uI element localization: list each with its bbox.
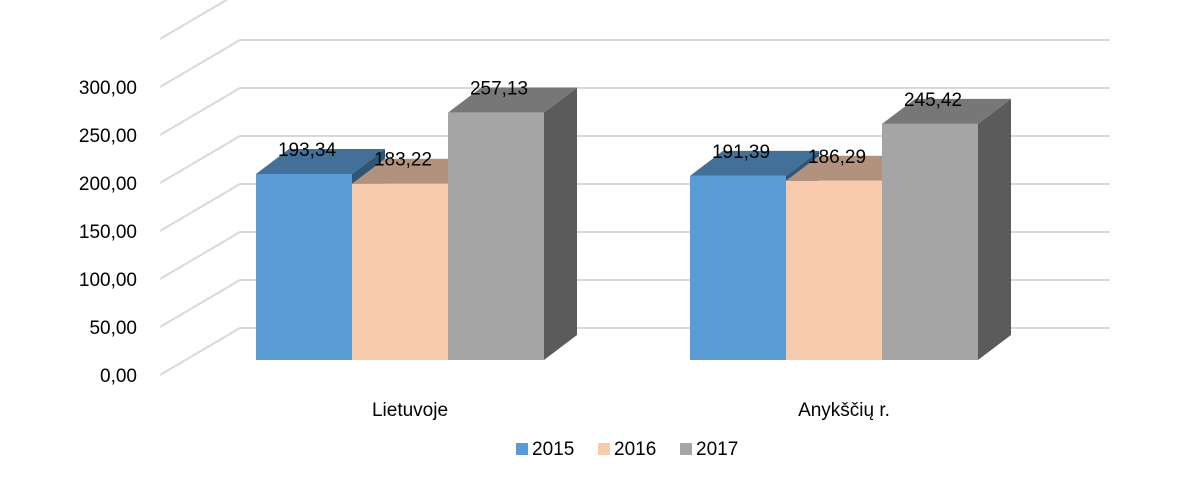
y-tick-label: 250,00 (79, 126, 137, 147)
x-category-label: Lietuvoje (372, 400, 448, 421)
data-label: 257,13 (470, 79, 528, 100)
data-label: 191,39 (712, 142, 770, 163)
data-label: 186,29 (808, 147, 866, 168)
legend-swatch (516, 443, 528, 455)
y-tick-label: 100,00 (79, 270, 137, 291)
legend-label: 2016 (614, 439, 656, 460)
y-tick-label: 0,00 (100, 366, 137, 387)
legend-swatch (680, 443, 692, 455)
y-tick-label: 300,00 (79, 78, 137, 99)
bar (786, 180, 882, 360)
y-tick-label: 50,00 (89, 318, 137, 339)
x-category-label: Anykščių r. (798, 400, 890, 421)
bar-side (544, 87, 577, 360)
y-tick-label: 150,00 (79, 222, 137, 243)
data-label: 193,34 (278, 140, 337, 161)
gridline (159, 0, 229, 40)
legend-swatch (598, 443, 610, 455)
bar (882, 123, 978, 360)
bar-side (978, 98, 1011, 360)
data-label: 245,42 (904, 90, 962, 111)
bar-top (690, 150, 819, 176)
bar (448, 112, 544, 360)
y-tick-label: 200,00 (79, 174, 137, 195)
legend-label: 2017 (696, 439, 738, 460)
legend-label: 2015 (532, 439, 574, 460)
bar (690, 175, 786, 360)
bar-top (256, 149, 385, 174)
bar-top (448, 87, 577, 113)
data-label: 183,22 (374, 150, 432, 171)
bar-top (882, 98, 1011, 124)
bar (352, 183, 448, 360)
gridline (159, 39, 1110, 88)
bar (256, 174, 352, 360)
gridline (159, 135, 1110, 184)
gridline (159, 87, 1110, 136)
